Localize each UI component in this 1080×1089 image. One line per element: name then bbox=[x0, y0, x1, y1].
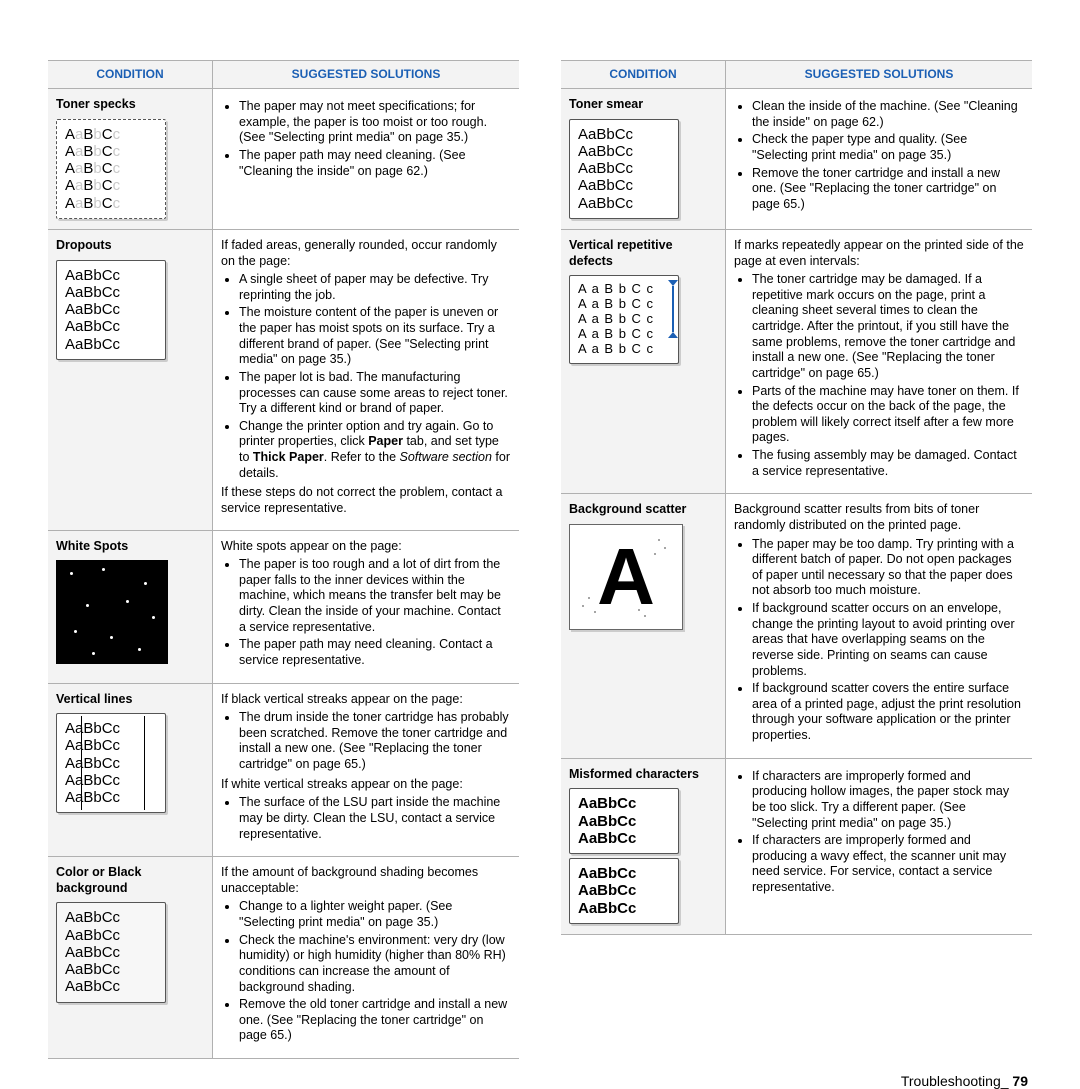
table-row: Dropouts AaBbCc AaBbCc AaBbCc AaBbCc AaB… bbox=[48, 229, 519, 530]
solution-bullet: Change to a lighter weight paper. (See "… bbox=[239, 899, 511, 930]
solution-bullet: The paper path may need cleaning. Contac… bbox=[239, 637, 511, 668]
solution-cell: If faded areas, generally rounded, occur… bbox=[213, 229, 520, 530]
table-row: Toner specks AaBbCc AaBbCc AaBbCc AaBbCc… bbox=[48, 89, 519, 230]
condition-cell: Background scatter A bbox=[561, 494, 726, 758]
page: CONDITION SUGGESTED SOLUTIONS Toner spec… bbox=[0, 0, 1080, 1080]
solution-intro: If marks repeatedly appear on the printe… bbox=[734, 238, 1024, 269]
sample-toner-smear: AaBbCc AaBbCc AaBbCc AaBbCc AaBbCc bbox=[569, 119, 679, 219]
table-row: White Spots bbox=[48, 530, 519, 683]
condition-title: Toner specks bbox=[56, 97, 204, 113]
condition-cell: Toner specks AaBbCc AaBbCc AaBbCc AaBbCc… bbox=[48, 89, 213, 230]
left-column: CONDITION SUGGESTED SOLUTIONS Toner spec… bbox=[48, 60, 519, 1059]
sample-background-scatter: A bbox=[569, 524, 683, 630]
solution-bullet: The fusing assembly may be damaged. Cont… bbox=[752, 448, 1024, 479]
table-row: Vertical lines AaBbCc AaBbCc AaBbCc AaBb… bbox=[48, 683, 519, 857]
solution-bullet: The paper may be too damp. Try printing … bbox=[752, 537, 1024, 600]
sample-misformed-1: AaBbCc AaBbCc AaBbCc bbox=[569, 788, 679, 854]
condition-title: Vertical repetitive defects bbox=[569, 238, 717, 269]
sample-dropouts: AaBbCc AaBbCc AaBbCc AaBbCc AaBbCc bbox=[56, 260, 166, 360]
solution-intro: If faded areas, generally rounded, occur… bbox=[221, 238, 511, 269]
solution-bullet: If characters are improperly formed and … bbox=[752, 833, 1024, 896]
two-column-layout: CONDITION SUGGESTED SOLUTIONS Toner spec… bbox=[48, 60, 1032, 1059]
condition-cell: Misformed characters AaBbCc AaBbCc AaBbC… bbox=[561, 758, 726, 934]
solution-intro: If the amount of background shading beco… bbox=[221, 865, 511, 896]
solution-bullet: The paper may not meet specifications; f… bbox=[239, 99, 511, 146]
sample-background: AaBbCc AaBbCc AaBbCc AaBbCc AaBbCc bbox=[56, 902, 166, 1002]
solution-bullet: If background scatter covers the entire … bbox=[752, 681, 1024, 744]
sample-repetitive-defects: A a B b C c A a B b C c A a B b C c A a … bbox=[569, 275, 679, 364]
troubleshooting-table-left: CONDITION SUGGESTED SOLUTIONS Toner spec… bbox=[48, 60, 519, 1059]
solution-bullet: Clean the inside of the machine. (See "C… bbox=[752, 99, 1024, 130]
right-column: CONDITION SUGGESTED SOLUTIONS Toner smea… bbox=[561, 60, 1032, 1059]
col-header-condition: CONDITION bbox=[48, 61, 213, 89]
condition-title: Background scatter bbox=[569, 502, 717, 518]
table-row: Background scatter A bbox=[561, 494, 1032, 758]
solution-bullet: Parts of the machine may have toner on t… bbox=[752, 384, 1024, 447]
condition-title: Vertical lines bbox=[56, 692, 204, 708]
condition-title: Misformed characters bbox=[569, 767, 717, 783]
condition-cell: White Spots bbox=[48, 530, 213, 683]
solution-cell: The paper may not meet specifications; f… bbox=[213, 89, 520, 230]
solution-intro: If black vertical streaks appear on the … bbox=[221, 692, 511, 708]
condition-title: Color or Black background bbox=[56, 865, 204, 896]
sample-toner-specks: AaBbCc AaBbCc AaBbCc AaBbCc AaBbCc bbox=[56, 119, 166, 219]
footer-label: Troubleshooting_ bbox=[901, 1073, 1009, 1089]
solution-bullet: The paper path may need cleaning. (See "… bbox=[239, 148, 511, 179]
solution-bullet: The surface of the LSU part inside the m… bbox=[239, 795, 511, 842]
table-row: Toner smear AaBbCc AaBbCc AaBbCc AaBbCc … bbox=[561, 89, 1032, 230]
solution-bullet: Remove the old toner cartridge and insta… bbox=[239, 997, 511, 1044]
condition-cell: Dropouts AaBbCc AaBbCc AaBbCc AaBbCc AaB… bbox=[48, 229, 213, 530]
condition-cell: Vertical lines AaBbCc AaBbCc AaBbCc AaBb… bbox=[48, 683, 213, 857]
sample-misformed-2: AaBbCc AaBbCc AaBbCc bbox=[569, 858, 679, 924]
table-row: Vertical repetitive defects A a B b C c … bbox=[561, 229, 1032, 493]
solution-bullet: If background scatter occurs on an envel… bbox=[752, 601, 1024, 679]
col-header-solutions: SUGGESTED SOLUTIONS bbox=[726, 61, 1033, 89]
condition-cell: Vertical repetitive defects A a B b C c … bbox=[561, 229, 726, 493]
col-header-solutions: SUGGESTED SOLUTIONS bbox=[213, 61, 520, 89]
solution-cell: If black vertical streaks appear on the … bbox=[213, 683, 520, 857]
sample-vertical-lines: AaBbCc AaBbCc AaBbCc AaBbCc AaBbCc bbox=[56, 713, 166, 813]
solution-cell: Background scatter results from bits of … bbox=[726, 494, 1033, 758]
solution-intro: White spots appear on the page: bbox=[221, 539, 511, 555]
solution-bullet: Change the printer option and try again.… bbox=[239, 419, 511, 482]
solution-intro: Background scatter results from bits of … bbox=[734, 502, 1024, 533]
solution-cell: If the amount of background shading beco… bbox=[213, 857, 520, 1059]
solution-bullet: The drum inside the toner cartridge has … bbox=[239, 710, 511, 773]
condition-title: White Spots bbox=[56, 539, 204, 555]
col-header-condition: CONDITION bbox=[561, 61, 726, 89]
sample-white-spots bbox=[56, 560, 168, 664]
condition-cell: Toner smear AaBbCc AaBbCc AaBbCc AaBbCc … bbox=[561, 89, 726, 230]
solution-intro: If white vertical streaks appear on the … bbox=[221, 777, 511, 793]
solution-bullet: Remove the toner cartridge and install a… bbox=[752, 166, 1024, 213]
condition-cell: Color or Black background AaBbCc AaBbCc … bbox=[48, 857, 213, 1059]
table-row: Misformed characters AaBbCc AaBbCc AaBbC… bbox=[561, 758, 1032, 934]
solution-bullet: A single sheet of paper may be defective… bbox=[239, 272, 511, 303]
solution-bullet: Check the machine's environment: very dr… bbox=[239, 933, 511, 996]
solution-cell: White spots appear on the page: The pape… bbox=[213, 530, 520, 683]
condition-title: Toner smear bbox=[569, 97, 717, 113]
solution-bullet: The paper lot is bad. The manufacturing … bbox=[239, 370, 511, 417]
page-footer: Troubleshooting_ 79 bbox=[48, 1059, 1032, 1089]
solution-outro: If these steps do not correct the proble… bbox=[221, 485, 511, 516]
solution-bullet: The moisture content of the paper is une… bbox=[239, 305, 511, 368]
arrow-icon bbox=[666, 280, 680, 370]
solution-cell: Clean the inside of the machine. (See "C… bbox=[726, 89, 1033, 230]
solution-cell: If marks repeatedly appear on the printe… bbox=[726, 229, 1033, 493]
troubleshooting-table-right: CONDITION SUGGESTED SOLUTIONS Toner smea… bbox=[561, 60, 1032, 935]
table-row: Color or Black background AaBbCc AaBbCc … bbox=[48, 857, 519, 1059]
solution-bullet: The toner cartridge may be damaged. If a… bbox=[752, 272, 1024, 381]
solution-bullet: If characters are improperly formed and … bbox=[752, 769, 1024, 832]
page-number: 79 bbox=[1012, 1073, 1028, 1089]
solution-bullet: Check the paper type and quality. (See "… bbox=[752, 132, 1024, 163]
condition-title: Dropouts bbox=[56, 238, 204, 254]
solution-cell: If characters are improperly formed and … bbox=[726, 758, 1033, 934]
solution-bullet: The paper is too rough and a lot of dirt… bbox=[239, 557, 511, 635]
